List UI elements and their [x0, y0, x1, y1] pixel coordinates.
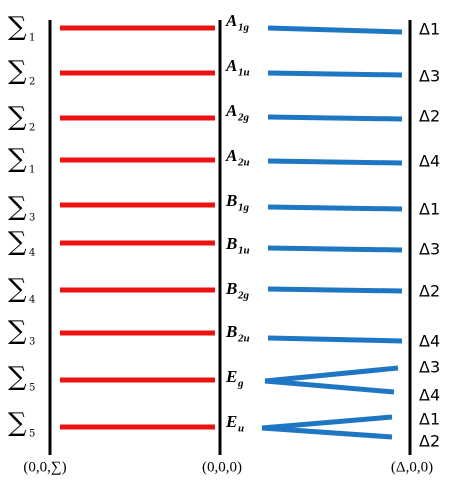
sigma-subscript: 3	[29, 213, 35, 224]
delta-label: Δ3	[419, 240, 440, 259]
sigma-label: ∑	[8, 144, 27, 174]
sigma-subscript: 4	[29, 248, 35, 259]
axis-label: (0,0,∑)	[23, 459, 66, 475]
sigma-subscript: 5	[29, 383, 35, 394]
sigma-subscript: 5	[29, 429, 35, 440]
irrep-subscript: 2u	[237, 157, 250, 169]
blue-line	[267, 70, 403, 78]
irrep-label: B	[225, 322, 237, 341]
delta-label: Δ2	[419, 282, 440, 301]
blue-line	[267, 158, 403, 166]
delta-label: Δ1	[419, 200, 440, 219]
sigma-label: ∑	[8, 316, 27, 346]
blue-line	[267, 114, 403, 122]
axis-label: (Δ,0,0)	[391, 459, 433, 475]
delta-label: Δ3	[419, 67, 440, 86]
sigma-label: ∑	[8, 408, 27, 438]
delta-label: Δ1	[419, 20, 440, 39]
irrep-subscript: 2u	[237, 333, 250, 345]
irrep-label: A	[225, 101, 237, 120]
sigma-label: ∑	[8, 56, 27, 86]
irrep-label: A	[225, 146, 237, 165]
sigma-subscript: 1	[29, 165, 35, 176]
sigma-label: ∑	[8, 12, 27, 42]
sigma-label: ∑	[8, 274, 27, 304]
blue-line	[267, 204, 403, 212]
irrep-subscript: 2g	[237, 290, 250, 302]
sigma-subscript: 2	[29, 123, 35, 134]
irrep-subscript: 2g	[237, 112, 250, 124]
blue-line	[267, 286, 403, 294]
irrep-subscript: 1g	[238, 22, 250, 34]
sigma-subscript: 1	[29, 33, 35, 44]
delta-label: Δ1	[419, 410, 440, 429]
irrep-subscript: g	[237, 378, 244, 390]
blue-line	[261, 414, 393, 431]
sigma-label: ∑	[8, 227, 27, 257]
delta-label: Δ4	[419, 152, 440, 171]
sigma-label: ∑	[8, 362, 27, 392]
blue-line	[261, 425, 393, 440]
sigma-label: ∑	[8, 192, 27, 222]
irrep-label: A	[225, 56, 237, 75]
delta-label: Δ4	[419, 332, 440, 351]
blue-line	[264, 365, 399, 384]
sigma-subscript: 3	[29, 337, 35, 348]
irrep-label: B	[225, 191, 237, 210]
blue-line	[267, 335, 403, 344]
irrep-label: B	[225, 279, 237, 298]
delta-label: Δ2	[419, 107, 440, 126]
delta-label: Δ2	[419, 432, 440, 451]
irrep-subscript: u	[238, 423, 244, 435]
sigma-subscript: 4	[29, 295, 35, 306]
irrep-label: B	[225, 234, 237, 253]
delta-label: Δ4	[419, 386, 440, 405]
blue-line	[267, 245, 403, 253]
irrep-subscript: 1u	[238, 245, 250, 257]
sigma-subscript: 2	[29, 77, 35, 88]
blue-line	[264, 378, 395, 395]
irrep-subscript: 1u	[238, 67, 250, 79]
blue-line	[267, 25, 403, 35]
axis-label: (0,0,0)	[202, 459, 242, 475]
irrep-subscript: 1g	[238, 202, 250, 214]
delta-label: Δ3	[419, 358, 440, 377]
irrep-label: A	[225, 11, 237, 30]
irrep-label: E	[225, 412, 237, 431]
sigma-label: ∑	[8, 102, 27, 132]
irrep-label: E	[225, 367, 237, 386]
